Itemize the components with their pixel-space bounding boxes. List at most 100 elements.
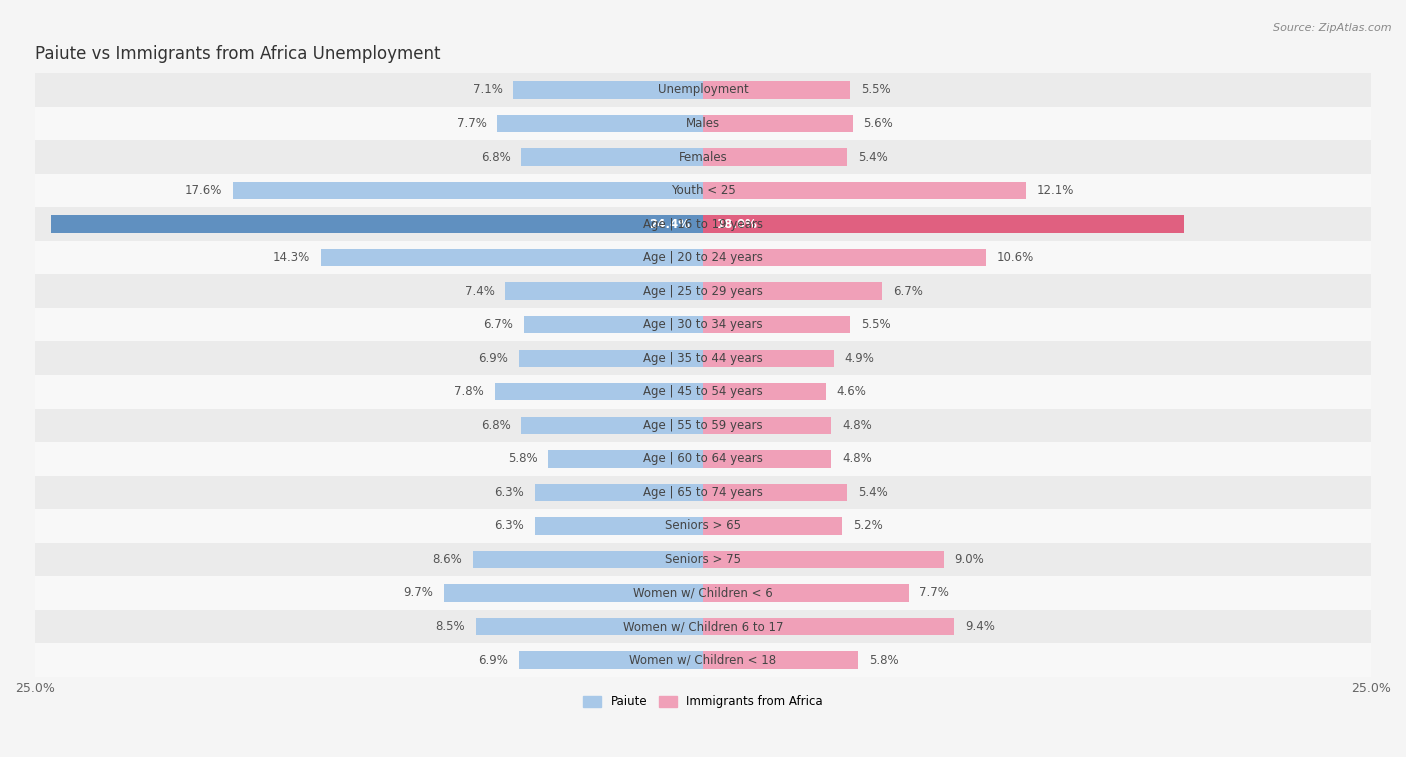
- Text: Source: ZipAtlas.com: Source: ZipAtlas.com: [1274, 23, 1392, 33]
- Text: 5.2%: 5.2%: [852, 519, 883, 532]
- Text: 7.1%: 7.1%: [472, 83, 502, 96]
- Bar: [534, 484, 703, 501]
- Bar: [475, 618, 703, 635]
- Bar: [505, 282, 703, 300]
- Bar: [522, 148, 703, 166]
- Bar: [35, 576, 1371, 609]
- Text: 5.4%: 5.4%: [858, 151, 887, 164]
- Text: Age | 20 to 24 years: Age | 20 to 24 years: [643, 251, 763, 264]
- Text: Paiute vs Immigrants from Africa Unemployment: Paiute vs Immigrants from Africa Unemplo…: [35, 45, 440, 64]
- Bar: [703, 517, 842, 534]
- Bar: [703, 484, 848, 501]
- Bar: [35, 274, 1371, 308]
- Bar: [35, 609, 1371, 643]
- Text: Unemployment: Unemployment: [658, 83, 748, 96]
- Text: Women w/ Children < 6: Women w/ Children < 6: [633, 587, 773, 600]
- Bar: [703, 215, 1184, 233]
- Bar: [703, 350, 834, 367]
- Bar: [35, 475, 1371, 509]
- Text: Females: Females: [679, 151, 727, 164]
- Text: 7.4%: 7.4%: [465, 285, 495, 298]
- Text: Women w/ Children < 18: Women w/ Children < 18: [630, 653, 776, 667]
- Text: Age | 60 to 64 years: Age | 60 to 64 years: [643, 453, 763, 466]
- Text: 6.3%: 6.3%: [495, 486, 524, 499]
- Bar: [513, 81, 703, 98]
- Bar: [35, 174, 1371, 207]
- Bar: [703, 383, 825, 400]
- Text: 4.8%: 4.8%: [842, 453, 872, 466]
- Bar: [703, 182, 1026, 199]
- Text: 9.4%: 9.4%: [965, 620, 995, 633]
- Bar: [444, 584, 703, 602]
- Text: Age | 25 to 29 years: Age | 25 to 29 years: [643, 285, 763, 298]
- Bar: [703, 551, 943, 569]
- Text: 6.7%: 6.7%: [484, 318, 513, 332]
- Text: 4.6%: 4.6%: [837, 385, 866, 398]
- Bar: [35, 341, 1371, 375]
- Text: Women w/ Children 6 to 17: Women w/ Children 6 to 17: [623, 620, 783, 633]
- Text: 5.5%: 5.5%: [860, 83, 890, 96]
- Bar: [519, 350, 703, 367]
- Text: 6.8%: 6.8%: [481, 419, 510, 431]
- Bar: [703, 249, 986, 266]
- Text: 17.6%: 17.6%: [184, 184, 222, 197]
- Bar: [35, 308, 1371, 341]
- Text: Youth < 25: Youth < 25: [671, 184, 735, 197]
- Text: 6.7%: 6.7%: [893, 285, 922, 298]
- Text: 8.6%: 8.6%: [433, 553, 463, 566]
- Text: 6.8%: 6.8%: [481, 151, 510, 164]
- Bar: [321, 249, 703, 266]
- Text: 6.3%: 6.3%: [495, 519, 524, 532]
- Bar: [35, 442, 1371, 475]
- Text: 7.8%: 7.8%: [454, 385, 484, 398]
- Bar: [703, 450, 831, 468]
- Text: 14.3%: 14.3%: [273, 251, 311, 264]
- Text: Age | 16 to 19 years: Age | 16 to 19 years: [643, 217, 763, 231]
- Text: Seniors > 75: Seniors > 75: [665, 553, 741, 566]
- Text: 6.9%: 6.9%: [478, 352, 508, 365]
- Bar: [534, 517, 703, 534]
- Text: 5.5%: 5.5%: [860, 318, 890, 332]
- Bar: [524, 316, 703, 333]
- Text: 24.4%: 24.4%: [648, 217, 689, 231]
- Bar: [703, 316, 851, 333]
- Text: 5.8%: 5.8%: [508, 453, 537, 466]
- Bar: [703, 618, 955, 635]
- Bar: [35, 543, 1371, 576]
- Text: 9.7%: 9.7%: [404, 587, 433, 600]
- Bar: [522, 416, 703, 434]
- Bar: [703, 148, 848, 166]
- Bar: [232, 182, 703, 199]
- Text: 7.7%: 7.7%: [920, 587, 949, 600]
- Bar: [495, 383, 703, 400]
- Text: 12.1%: 12.1%: [1038, 184, 1074, 197]
- Bar: [548, 450, 703, 468]
- Bar: [703, 584, 908, 602]
- Bar: [35, 375, 1371, 409]
- Bar: [35, 140, 1371, 174]
- Text: 5.4%: 5.4%: [858, 486, 887, 499]
- Text: Age | 45 to 54 years: Age | 45 to 54 years: [643, 385, 763, 398]
- Bar: [35, 409, 1371, 442]
- Text: 7.7%: 7.7%: [457, 117, 486, 130]
- Text: 10.6%: 10.6%: [997, 251, 1035, 264]
- Text: 18.0%: 18.0%: [717, 217, 758, 231]
- Text: Age | 55 to 59 years: Age | 55 to 59 years: [643, 419, 763, 431]
- Bar: [35, 509, 1371, 543]
- Text: Age | 35 to 44 years: Age | 35 to 44 years: [643, 352, 763, 365]
- Bar: [519, 651, 703, 668]
- Bar: [703, 115, 852, 132]
- Bar: [35, 207, 1371, 241]
- Text: Males: Males: [686, 117, 720, 130]
- Bar: [35, 73, 1371, 107]
- Text: 4.8%: 4.8%: [842, 419, 872, 431]
- Bar: [703, 416, 831, 434]
- Text: 6.9%: 6.9%: [478, 653, 508, 667]
- Bar: [51, 215, 703, 233]
- Bar: [35, 107, 1371, 140]
- Bar: [35, 643, 1371, 677]
- Bar: [498, 115, 703, 132]
- Text: Age | 65 to 74 years: Age | 65 to 74 years: [643, 486, 763, 499]
- Bar: [703, 651, 858, 668]
- Text: 9.0%: 9.0%: [955, 553, 984, 566]
